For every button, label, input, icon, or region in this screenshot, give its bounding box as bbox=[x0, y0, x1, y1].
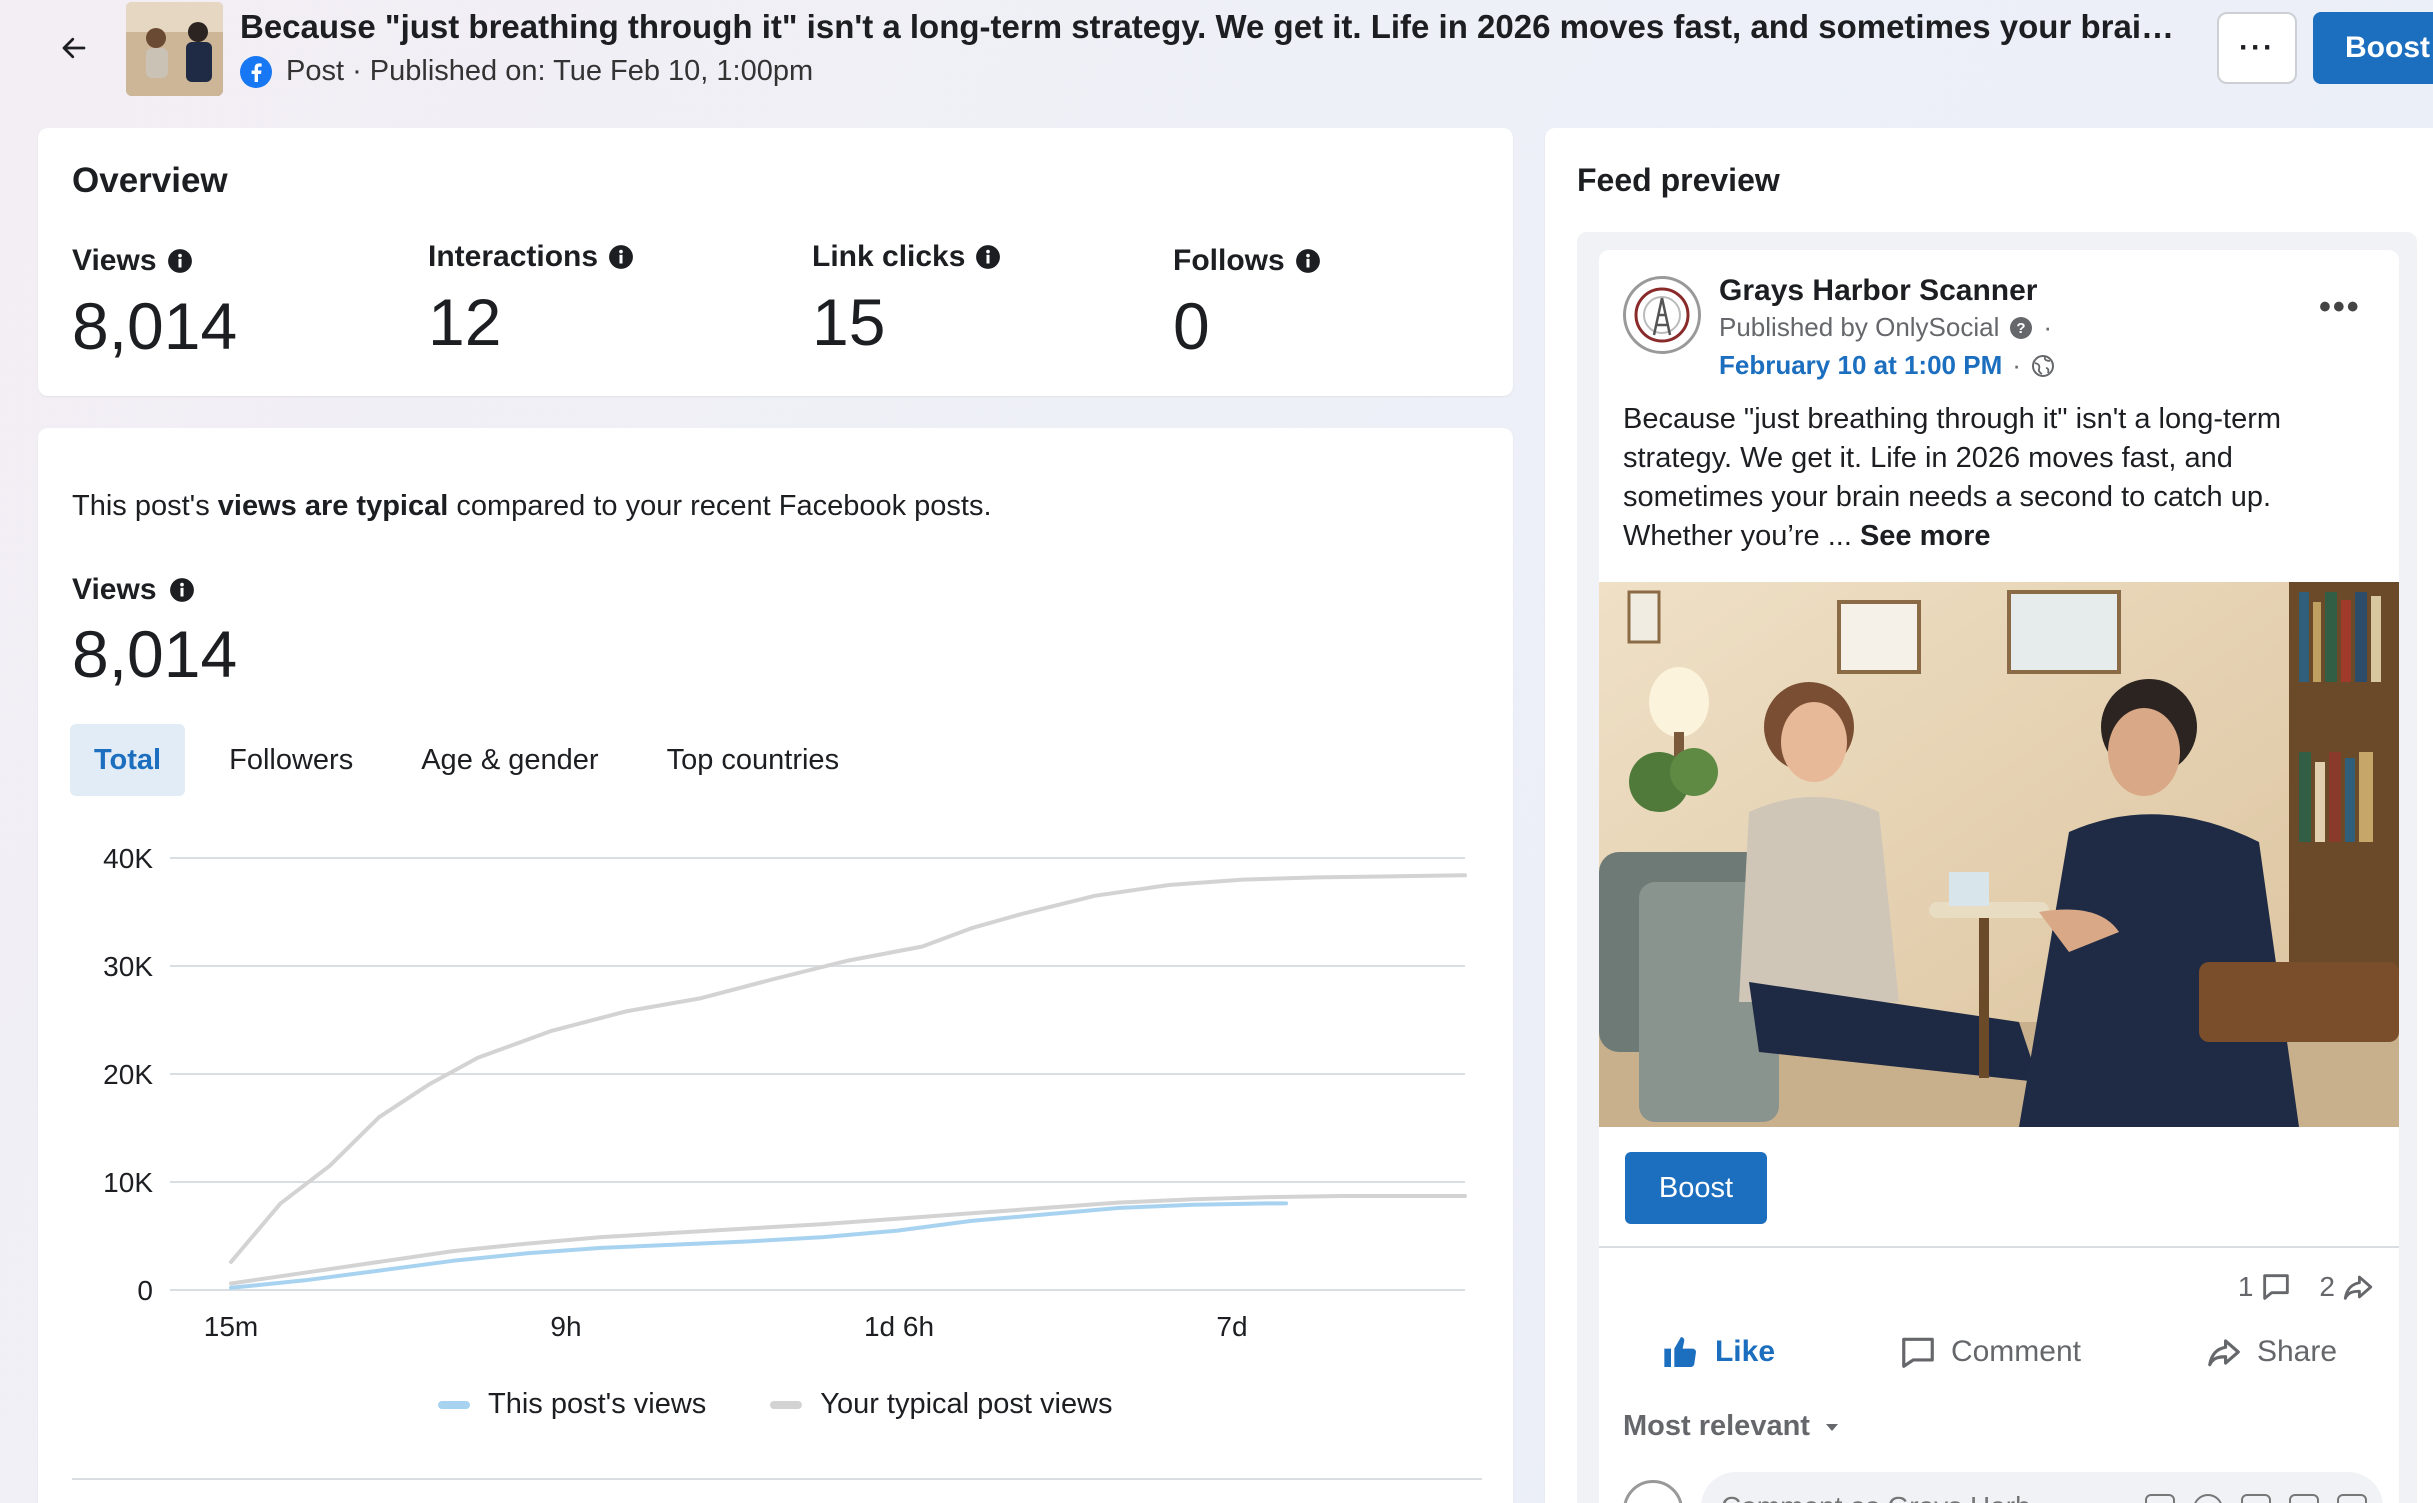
more-options-button[interactable]: ··· bbox=[2217, 12, 2297, 84]
info-icon[interactable] bbox=[167, 248, 193, 274]
post-image[interactable] bbox=[1599, 582, 2399, 1127]
comment-count[interactable]: 1 bbox=[2238, 1270, 2294, 1304]
legend-this-post: This post's views bbox=[438, 1388, 706, 1421]
divider bbox=[1599, 1246, 2399, 1248]
post-date[interactable]: February 10 at 1:00 PM · bbox=[1719, 350, 2055, 381]
post-header: Because "just breathing through it" isn'… bbox=[0, 0, 2433, 120]
facebook-post: Grays Harbor Scanner Published by OnlySo… bbox=[1599, 250, 2399, 1503]
page-name[interactable]: Grays Harbor Scanner bbox=[1719, 274, 2038, 307]
camera-icon[interactable] bbox=[2241, 1494, 2271, 1503]
page-avatar[interactable] bbox=[1623, 276, 1701, 354]
boost-button-header[interactable]: Boost bbox=[2313, 12, 2433, 84]
comment-tools bbox=[2145, 1494, 2367, 1503]
tab-age-gender[interactable]: Age & gender bbox=[421, 743, 599, 776]
metric-link-clicks: Link clicks 15 bbox=[812, 240, 1001, 360]
sticker-icon[interactable] bbox=[2337, 1494, 2367, 1503]
post-published-info: Post · Published on: Tue Feb 10, 1:00pm bbox=[286, 55, 814, 87]
info-icon[interactable] bbox=[1295, 248, 1321, 274]
comment-composer bbox=[1623, 1472, 2383, 1503]
scanner-logo-icon bbox=[1634, 287, 1690, 343]
comment-icon bbox=[1902, 1337, 1934, 1368]
share-count[interactable]: 2 bbox=[2319, 1270, 2375, 1304]
y-tick-label: 10K bbox=[103, 1167, 153, 1198]
tab-top-countries[interactable]: Top countries bbox=[666, 743, 840, 776]
comment-input[interactable] bbox=[1701, 1472, 2383, 1503]
chart-legend: This post's views Your typical post view… bbox=[438, 1388, 1113, 1421]
share-button[interactable]: Share bbox=[2205, 1332, 2337, 1372]
overview-title: Overview bbox=[72, 161, 228, 200]
info-icon[interactable] bbox=[169, 577, 195, 603]
back-button[interactable] bbox=[52, 26, 96, 70]
y-tick-label: 30K bbox=[103, 951, 153, 982]
share-arrow-icon bbox=[2343, 1275, 2373, 1300]
tab-total[interactable]: Total bbox=[70, 724, 186, 796]
y-tick-label: 0 bbox=[137, 1275, 153, 1306]
post-thumbnail bbox=[126, 2, 223, 96]
x-tick-label: 15m bbox=[204, 1311, 258, 1342]
feed-preview-title: Feed preview bbox=[1577, 162, 1780, 198]
views-line-chart: 40K 30K 20K 10K 0 15m 9h 1d 6h 7d bbox=[103, 843, 1467, 1342]
arrow-left-icon bbox=[62, 37, 86, 59]
series-typical-line bbox=[229, 1194, 1467, 1286]
metric-interactions: Interactions 12 bbox=[428, 240, 634, 360]
legend-typical: Your typical post views bbox=[770, 1388, 1113, 1421]
emoji-icon[interactable] bbox=[2193, 1494, 2223, 1503]
share-icon bbox=[2208, 1339, 2240, 1367]
boost-post-button[interactable]: Boost bbox=[1625, 1152, 1767, 1224]
globe-icon bbox=[2031, 354, 2054, 377]
comment-button[interactable]: Comment bbox=[1899, 1332, 2081, 1372]
published-by: Published by OnlySocial ? · bbox=[1719, 312, 2053, 342]
views-card: This post's views are typical compared t… bbox=[38, 428, 1513, 1503]
see-more-link[interactable]: See more bbox=[1859, 520, 1991, 552]
facebook-icon bbox=[240, 55, 272, 88]
overview-card: Overview Views 8,014 Interactions 12 Lin… bbox=[38, 128, 1513, 396]
svg-text:?: ? bbox=[2017, 320, 2026, 337]
tab-followers[interactable]: Followers bbox=[229, 743, 354, 776]
help-icon[interactable]: ? bbox=[2009, 316, 2033, 340]
post-title: Because "just breathing through it" isn'… bbox=[240, 8, 2190, 45]
comment-sort-dropdown[interactable]: Most relevant bbox=[1623, 1410, 1842, 1443]
metric-views: Views 8,014 bbox=[72, 244, 238, 363]
series-this-post-line bbox=[229, 1201, 1289, 1290]
engagement-counts: 1 2 bbox=[2238, 1270, 2375, 1304]
views-typical-text: This post's views are typical compared t… bbox=[72, 490, 992, 522]
comment-bubble-icon bbox=[2263, 1274, 2290, 1300]
info-icon[interactable] bbox=[975, 244, 1001, 270]
views-tabs: Total Followers Age & gender Top countri… bbox=[70, 724, 883, 796]
divider bbox=[72, 1478, 1482, 1480]
avatar-sticker-icon[interactable] bbox=[2145, 1494, 2175, 1503]
metric-follows: Follows 0 bbox=[1173, 244, 1321, 364]
thumbs-up-icon bbox=[1664, 1337, 1696, 1367]
post-more-options[interactable]: ••• bbox=[2319, 288, 2361, 326]
views-value: 8,014 bbox=[72, 617, 238, 691]
x-tick-label: 9h bbox=[550, 1311, 581, 1342]
gif-icon[interactable] bbox=[2289, 1494, 2319, 1503]
series-typical-line bbox=[229, 873, 1467, 1264]
y-tick-label: 20K bbox=[103, 1059, 153, 1090]
y-tick-label: 40K bbox=[103, 843, 153, 874]
views-label: Views bbox=[72, 573, 195, 607]
feed-preview-frame: Grays Harbor Scanner Published by OnlySo… bbox=[1577, 232, 2417, 1503]
caret-down-icon bbox=[1825, 1423, 1838, 1431]
info-icon[interactable] bbox=[608, 244, 634, 270]
post-text: Because "just breathing through it" isn'… bbox=[1623, 403, 2282, 552]
commenter-avatar bbox=[1623, 1480, 1683, 1503]
like-button[interactable]: Like bbox=[1661, 1332, 1775, 1372]
feed-preview-card: Feed preview Grays Harbor Scanner Publis… bbox=[1545, 128, 2433, 1503]
post-actions: Like Comment Share bbox=[1599, 1332, 2399, 1372]
x-tick-label: 1d 6h bbox=[864, 1311, 934, 1342]
post-subline: Post · Published on: Tue Feb 10, 1:00pm bbox=[240, 55, 813, 88]
x-tick-label: 7d bbox=[1216, 1311, 1247, 1342]
